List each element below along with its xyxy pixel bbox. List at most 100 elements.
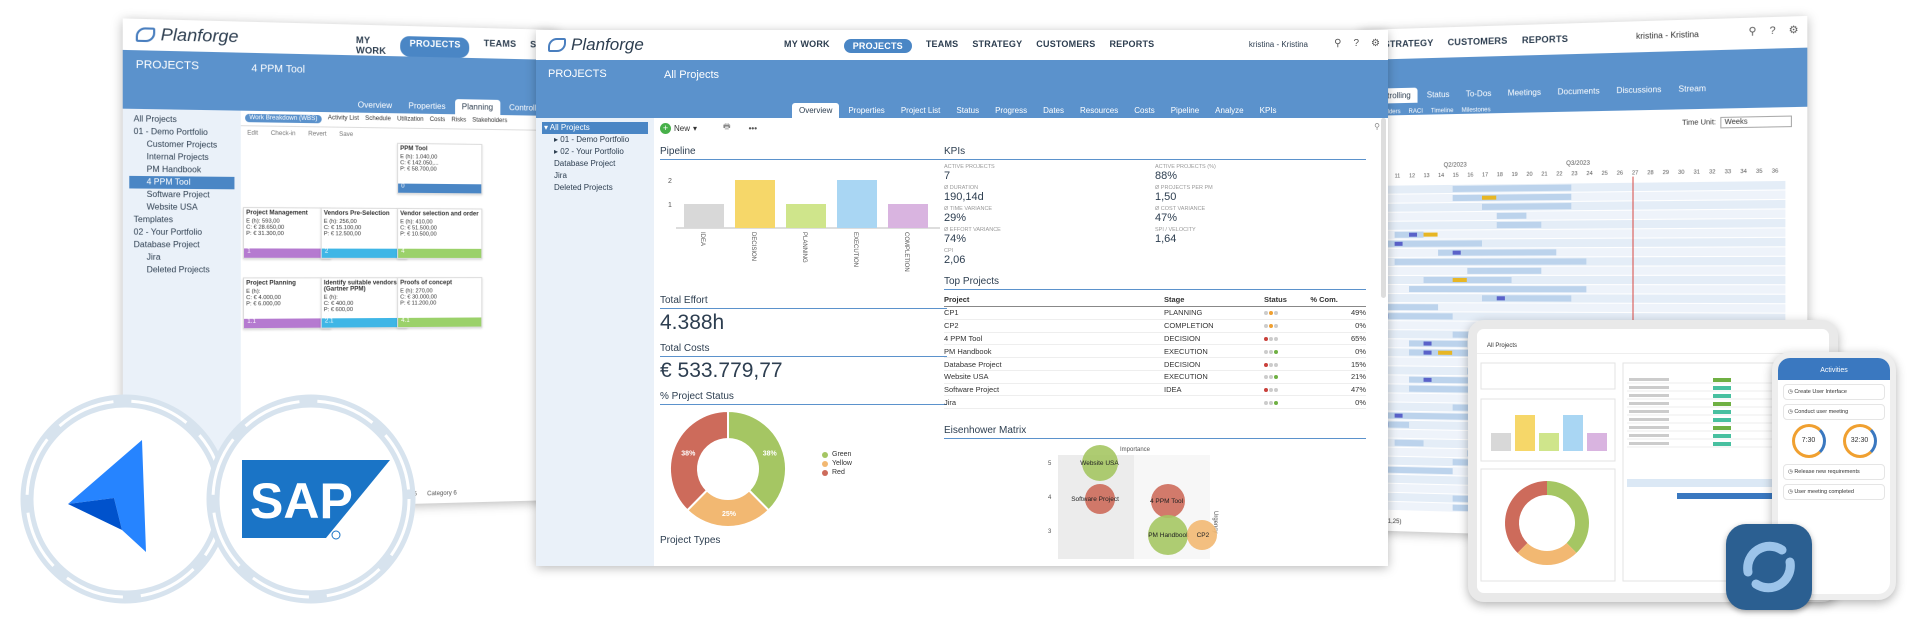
gantt-bar[interactable]	[1497, 222, 1542, 228]
pipeline-bar-planning[interactable]	[786, 204, 826, 228]
tab-progress[interactable]: Progress	[988, 103, 1034, 118]
left-tool-edit[interactable]: Edit	[247, 130, 258, 136]
more-icon[interactable]: •••	[749, 124, 757, 133]
cell-project[interactable]: 4 PPM Tool	[944, 332, 1164, 345]
tree-item-database-project[interactable]: Database Project	[542, 158, 648, 170]
cell-project[interactable]: Database Project	[944, 358, 1164, 371]
gantt-bar[interactable]	[1395, 440, 1424, 447]
right-tab-meetings[interactable]: Meetings	[1501, 84, 1549, 100]
tree-item-jira[interactable]: Jira	[542, 170, 648, 182]
left-tree-item-02-your-portfolio[interactable]: 02 - Your Portfolio	[129, 226, 234, 239]
cell-project[interactable]: Software Project	[944, 383, 1164, 396]
table-row[interactable]: Website USA EXECUTION 21%	[944, 370, 1366, 383]
gantt-task-marker[interactable]	[1395, 414, 1403, 418]
gantt-bar[interactable]	[1424, 277, 1512, 283]
left-subtab-risks[interactable]: Risks	[451, 117, 466, 125]
left-nav-projects[interactable]: PROJECTS	[400, 36, 469, 58]
right-nav-customers[interactable]: CUSTOMERS	[1448, 36, 1508, 48]
left-tree-item-pm-handbook[interactable]: PM Handbook	[129, 163, 234, 177]
right-nav-strategy[interactable]: STRATEGY	[1384, 38, 1434, 50]
left-nav-my-work[interactable]: MY WORK	[356, 35, 386, 56]
tab-properties[interactable]: Properties	[841, 103, 891, 118]
nav-projects[interactable]: PROJECTS	[844, 39, 912, 53]
gantt-bar[interactable]	[1467, 268, 1541, 274]
gantt-bar[interactable]	[1482, 295, 1571, 301]
left-tab-properties[interactable]: Properties	[401, 98, 452, 114]
search-icon[interactable]: ⚲	[1334, 38, 1341, 49]
help-icon[interactable]: ?	[1353, 38, 1359, 49]
main-logo[interactable]: Planforge	[536, 35, 644, 55]
gantt-task-marker[interactable]	[1409, 233, 1417, 237]
table-row[interactable]: Database Project DECISION 15%	[944, 358, 1366, 371]
table-row[interactable]: Software Project IDEA 47%	[944, 383, 1366, 396]
right-tab-stream[interactable]: Stream	[1671, 80, 1714, 97]
tab-status[interactable]: Status	[949, 103, 986, 118]
wbs-card[interactable]: Identify suitable vendors (Gartner PPM) E…	[321, 277, 408, 328]
right-tab-to-dos[interactable]: To-Dos	[1459, 86, 1499, 102]
left-subtab-utilization[interactable]: Utilization	[397, 116, 424, 125]
cell-project[interactable]: CP2	[944, 319, 1164, 332]
table-row[interactable]: PM Handbook EXECUTION 0%	[944, 345, 1366, 358]
right-tab-documents[interactable]: Documents	[1550, 83, 1607, 100]
pipeline-bar-decision[interactable]	[735, 180, 775, 228]
cell-project[interactable]: Website USA	[944, 370, 1164, 383]
tab-pipeline[interactable]: Pipeline	[1164, 103, 1206, 118]
main-scrollbar[interactable]	[1381, 118, 1386, 298]
left-tab-planning[interactable]: Planning	[455, 99, 500, 115]
col-header-status[interactable]: Status	[1264, 293, 1310, 307]
tab-resources[interactable]: Resources	[1073, 103, 1125, 118]
notification-icon[interactable]: ⚙	[1371, 38, 1380, 49]
wbs-card[interactable]: Proofs of concept E (h): 270,00 C: € 30.00…	[397, 277, 482, 328]
right-user-menu[interactable]: kristina - Kristina	[1636, 30, 1699, 41]
left-subtab-costs[interactable]: Costs	[430, 117, 446, 125]
table-row[interactable]: 4 PPM Tool DECISION 65%	[944, 332, 1366, 345]
left-subtab-stakeholders[interactable]: Stakeholders	[472, 118, 507, 127]
user-menu[interactable]: kristina - Kristina	[1249, 40, 1308, 49]
left-tree-item-templates[interactable]: Templates	[129, 214, 234, 227]
gantt-task-marker[interactable]	[1453, 251, 1461, 255]
gantt-critical-marker[interactable]	[1453, 278, 1467, 282]
gantt-bar[interactable]	[1395, 258, 1587, 265]
tree-item-02-your-portfolio[interactable]: ▸ 02 - Your Portfolio	[542, 146, 648, 158]
gantt-task-marker[interactable]	[1424, 341, 1432, 345]
gantt-bar[interactable]	[1482, 203, 1571, 210]
right-tab-status[interactable]: Status	[1420, 87, 1457, 103]
tree-item-01-demo-portfolio[interactable]: ▸ 01 - Demo Portfolio	[542, 134, 648, 146]
right-tab-discussions[interactable]: Discussions	[1609, 82, 1669, 99]
nav-my-work[interactable]: MY WORK	[784, 39, 830, 53]
left-subtab-work-breakdown-wbs[interactable]: Work Breakdown (WBS)	[245, 114, 322, 123]
wbs-card[interactable]: Project Planning E (h): C: € 4.000,00 P: €…	[243, 277, 331, 329]
left-tree-item-database-project[interactable]: Database Project	[129, 239, 234, 252]
col-header-project[interactable]: Project	[944, 293, 1164, 307]
phone-activity-item[interactable]: ◷ Create User Interface	[1783, 384, 1885, 400]
help-icon[interactable]: ?	[1770, 25, 1776, 37]
tree-item-deleted-projects[interactable]: Deleted Projects	[542, 182, 648, 194]
phone-activity-item[interactable]: ◷ Release new requirements	[1783, 464, 1885, 480]
donut-slice-green[interactable]	[728, 411, 786, 510]
left-tree-item-software-project[interactable]: Software Project	[129, 188, 234, 201]
left-tree-item-deleted-projects[interactable]: Deleted Projects	[129, 264, 234, 277]
left-tool-check-in[interactable]: Check-in	[271, 131, 296, 138]
left-tree-item-01-demo-portfolio[interactable]: 01 - Demo Portfolio	[129, 126, 234, 140]
tab-overview[interactable]: Overview	[792, 103, 839, 118]
col-header-com[interactable]: % Com.	[1310, 293, 1366, 307]
nav-strategy[interactable]: STRATEGY	[972, 39, 1022, 53]
left-tree-item-4-ppm-tool[interactable]: 4 PPM Tool	[129, 176, 234, 189]
tab-kpis[interactable]: KPIs	[1253, 103, 1284, 118]
left-tab-overview[interactable]: Overview	[351, 97, 400, 113]
tree-item-all-projects[interactable]: ▾ All Projects	[542, 122, 648, 134]
nav-teams[interactable]: TEAMS	[926, 39, 959, 53]
gantt-bar[interactable]	[1380, 304, 1438, 310]
tab-analyze[interactable]: Analyze	[1208, 103, 1250, 118]
right-nav-reports[interactable]: REPORTS	[1522, 34, 1568, 46]
gantt-task-marker[interactable]	[1395, 242, 1403, 246]
gantt-bar[interactable]	[1453, 194, 1572, 201]
pipeline-bar-completion[interactable]	[888, 204, 928, 228]
cell-project[interactable]: PM Handbook	[944, 345, 1164, 358]
nav-reports[interactable]: REPORTS	[1109, 39, 1154, 53]
table-row[interactable]: CP1 PLANNING 49%	[944, 307, 1366, 320]
phone-activity-item[interactable]: ◷ User meeting completed	[1783, 484, 1885, 500]
wbs-card[interactable]: Vendor selection and order E (h): 410,00 C…	[397, 208, 482, 259]
left-tree-item-website-usa[interactable]: Website USA	[129, 201, 234, 214]
wbs-card[interactable]: Vendors Pre-Selection E (h): 256,00 C: € 1…	[321, 207, 408, 258]
